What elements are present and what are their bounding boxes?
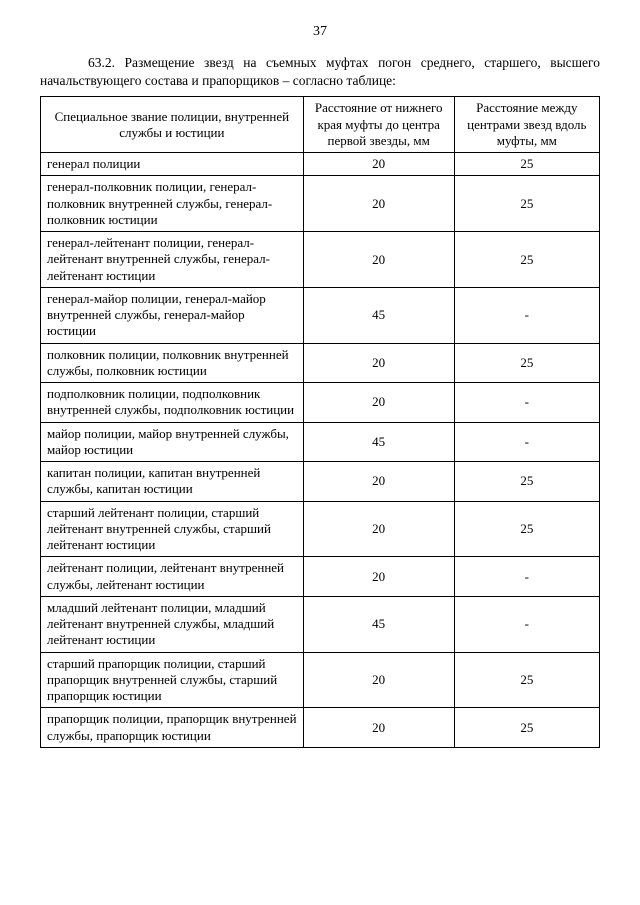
cell-distance1: 20 xyxy=(303,153,454,176)
cell-rank: капитан полиции, капитан внутренней служ… xyxy=(41,462,304,502)
page-number: 37 xyxy=(40,24,600,40)
cell-distance1: 20 xyxy=(303,652,454,708)
cell-distance2: - xyxy=(454,287,599,343)
table-row: капитан полиции, капитан внутренней служ… xyxy=(41,462,600,502)
table-row: генерал-лейтенант полиции, генерал-лейте… xyxy=(41,232,600,288)
cell-rank: подполковник полиции, подполковник внутр… xyxy=(41,383,304,423)
col-header-distance1: Расстояние от нижнего края муфты до цент… xyxy=(303,97,454,153)
cell-rank: старший прапорщик полиции, старший прапо… xyxy=(41,652,304,708)
cell-distance2: 25 xyxy=(454,501,599,557)
table-row: полковник полиции, полковник внутренней … xyxy=(41,343,600,383)
cell-distance1: 20 xyxy=(303,383,454,423)
cell-rank: лейтенант полиции, лейтенант внутренней … xyxy=(41,557,304,597)
cell-distance1: 20 xyxy=(303,462,454,502)
table-row: генерал-полковник полиции, генерал-полко… xyxy=(41,176,600,232)
cell-rank: полковник полиции, полковник внутренней … xyxy=(41,343,304,383)
cell-rank: майор полиции, майор внутренней службы, … xyxy=(41,422,304,462)
cell-distance1: 45 xyxy=(303,287,454,343)
cell-distance2: - xyxy=(454,422,599,462)
table-row: старший лейтенант полиции, старший лейте… xyxy=(41,501,600,557)
table-row: лейтенант полиции, лейтенант внутренней … xyxy=(41,557,600,597)
cell-distance2: 25 xyxy=(454,153,599,176)
cell-rank: генерал-лейтенант полиции, генерал-лейте… xyxy=(41,232,304,288)
cell-distance1: 20 xyxy=(303,708,454,748)
col-header-distance2: Расстояние между центрами звезд вдоль му… xyxy=(454,97,599,153)
cell-rank: генерал полиции xyxy=(41,153,304,176)
table-row: майор полиции, майор внутренней службы, … xyxy=(41,422,600,462)
cell-distance2: - xyxy=(454,383,599,423)
table-row: подполковник полиции, подполковник внутр… xyxy=(41,383,600,423)
col-header-rank: Специальное звание полиции, внутренней с… xyxy=(41,97,304,153)
table-row: прапорщик полиции, прапорщик внутренней … xyxy=(41,708,600,748)
cell-distance2: 25 xyxy=(454,462,599,502)
cell-distance2: - xyxy=(454,557,599,597)
cell-distance2: 25 xyxy=(454,343,599,383)
cell-distance2: 25 xyxy=(454,232,599,288)
intro-paragraph: 63.2. Размещение звезд на съемных муфтах… xyxy=(40,54,600,90)
table-header-row: Специальное звание полиции, внутренней с… xyxy=(41,97,600,153)
cell-rank: генерал-полковник полиции, генерал-полко… xyxy=(41,176,304,232)
cell-rank: младший лейтенант полиции, младший лейте… xyxy=(41,596,304,652)
cell-distance1: 20 xyxy=(303,501,454,557)
table-head: Специальное звание полиции, внутренней с… xyxy=(41,97,600,153)
table-row: младший лейтенант полиции, младший лейте… xyxy=(41,596,600,652)
cell-rank: генерал-майор полиции, генерал-майор вну… xyxy=(41,287,304,343)
cell-distance1: 45 xyxy=(303,422,454,462)
cell-distance1: 20 xyxy=(303,176,454,232)
cell-distance2: 25 xyxy=(454,176,599,232)
cell-distance2: 25 xyxy=(454,652,599,708)
ranks-table: Специальное звание полиции, внутренней с… xyxy=(40,96,600,748)
cell-distance1: 20 xyxy=(303,232,454,288)
cell-distance1: 20 xyxy=(303,343,454,383)
table-row: генерал-майор полиции, генерал-майор вну… xyxy=(41,287,600,343)
table-row: генерал полиции2025 xyxy=(41,153,600,176)
table-row: старший прапорщик полиции, старший прапо… xyxy=(41,652,600,708)
table-body: генерал полиции2025генерал-полковник пол… xyxy=(41,153,600,748)
cell-distance2: 25 xyxy=(454,708,599,748)
intro-text: 63.2. Размещение звезд на съемных муфтах… xyxy=(40,55,600,88)
cell-rank: старший лейтенант полиции, старший лейте… xyxy=(41,501,304,557)
cell-distance1: 20 xyxy=(303,557,454,597)
cell-rank: прапорщик полиции, прапорщик внутренней … xyxy=(41,708,304,748)
page: 37 63.2. Размещение звезд на съемных муф… xyxy=(0,0,640,778)
cell-distance1: 45 xyxy=(303,596,454,652)
cell-distance2: - xyxy=(454,596,599,652)
